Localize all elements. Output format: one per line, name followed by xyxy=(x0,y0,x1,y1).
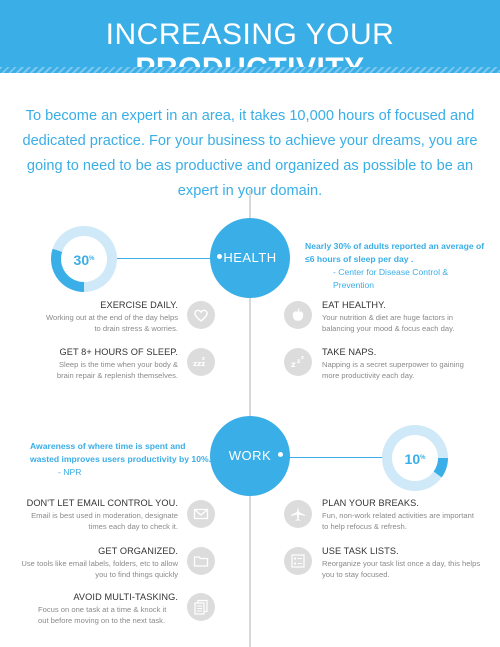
health-stat-text: Nearly 30% of adults reported an average… xyxy=(305,240,490,292)
header-banner: INCREASING YOUR PRODUCTIVITY xyxy=(0,0,500,85)
eat-healthy-title: EAT HEALTHY. xyxy=(322,300,386,310)
health-stat-value: 30% xyxy=(61,236,107,282)
health-hub: HEALTH xyxy=(210,218,290,298)
work-hub: WORK xyxy=(210,416,290,496)
work-stat-text: Awareness of where time is spent and was… xyxy=(30,440,215,479)
title-light: INCREASING YOUR xyxy=(105,18,395,51)
email-title: DON'T LET EMAIL CONTROL YOU. xyxy=(26,498,178,508)
health-stat-quote: Nearly 30% of adults reported an average… xyxy=(305,241,485,264)
multitask-desc: Focus on one task at a time & knock it o… xyxy=(38,605,167,625)
heart-icon xyxy=(187,301,215,329)
page-title: INCREASING YOUR PRODUCTIVITY xyxy=(0,18,500,86)
tasklists-title: USE TASK LISTS. xyxy=(322,546,399,556)
work-label: WORK xyxy=(228,448,272,463)
email-icon xyxy=(187,500,215,528)
svg-text:z: z xyxy=(301,355,304,361)
work-stat-value: 10% xyxy=(392,435,438,481)
work-stat-quote: Awareness of where time is spent and was… xyxy=(30,441,212,464)
naps-title: TAKE NAPS. xyxy=(322,347,377,357)
work-stat-donut: 10% xyxy=(382,425,448,491)
header-stripes xyxy=(0,67,500,73)
svg-text:z: z xyxy=(297,358,301,365)
health-stat-donut: 30% xyxy=(51,226,117,292)
eat-healthy-desc: Your nutrition & diet are huge factors i… xyxy=(322,313,455,333)
breaks-desc: Fun, non-work related activities are imp… xyxy=(322,511,474,531)
svg-text:z: z xyxy=(291,360,296,369)
health-stat-source: - Center for Disease Control & Preventio… xyxy=(333,267,449,290)
exercise-desc: Working out at the end of the day helps … xyxy=(46,313,178,333)
intro-paragraph: To become an expert in an area, it takes… xyxy=(22,108,478,199)
sleep-desc: Sleep is the time when your body & brain… xyxy=(56,360,178,380)
work-stat-source: - NPR xyxy=(58,467,82,477)
svg-text:z: z xyxy=(202,356,205,362)
documents-icon xyxy=(187,593,215,621)
exercise-title: EXERCISE DAILY. xyxy=(100,300,178,310)
breaks-title: PLAN YOUR BREAKS. xyxy=(322,498,420,508)
health-connector xyxy=(117,258,217,259)
work-hub-knob xyxy=(276,450,285,459)
airplane-icon xyxy=(284,500,312,528)
tasklists-desc: Reorganize your task list once a day, th… xyxy=(322,559,481,579)
apple-icon xyxy=(284,301,312,329)
organized-title: GET ORGANIZED. xyxy=(98,546,178,556)
multitask-title: AVOID MULTI-TASKING. xyxy=(73,592,178,602)
naps-desc: Napping is a secret superpower to gainin… xyxy=(322,360,464,380)
health-hub-knob xyxy=(215,252,224,261)
work-connector xyxy=(283,457,383,458)
svg-text:zzz: zzz xyxy=(193,360,205,368)
task-list-icon xyxy=(284,547,312,575)
sleep-zzz-icon: zzz z xyxy=(187,348,215,376)
folder-icon xyxy=(187,547,215,575)
organized-desc: Use tools like email labels, folders, et… xyxy=(21,559,178,579)
health-label: HEALTH xyxy=(223,250,277,265)
sleep-title: GET 8+ HOURS OF SLEEP. xyxy=(59,347,178,357)
email-desc: Email is best used in moderation, design… xyxy=(31,511,178,531)
